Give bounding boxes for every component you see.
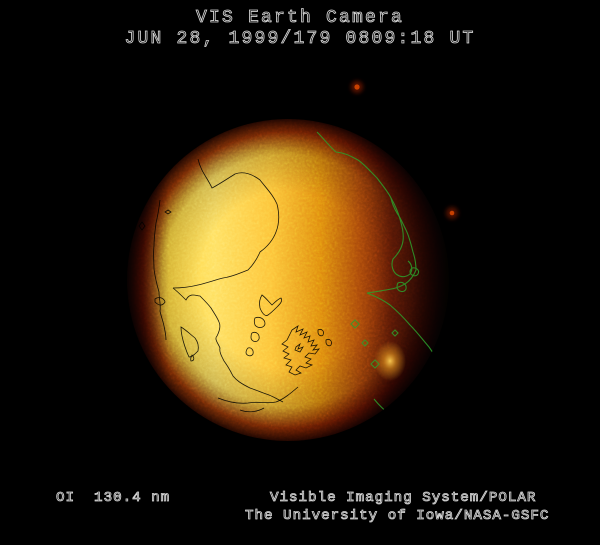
svg-text:JUN 28, 1999/179 0809:18 UT: JUN 28, 1999/179 0809:18 UT [124, 29, 475, 49]
svg-text:OI 130.4 nm: OI 130.4 nm [56, 490, 170, 506]
svg-text:The University of Iowa/NASA-GS: The University of Iowa/NASA-GSFC [245, 508, 549, 524]
svg-text:VIS Earth Camera: VIS Earth Camera [196, 8, 404, 28]
svg-text:Visible Imaging System/POLAR: Visible Imaging System/POLAR [270, 490, 536, 506]
